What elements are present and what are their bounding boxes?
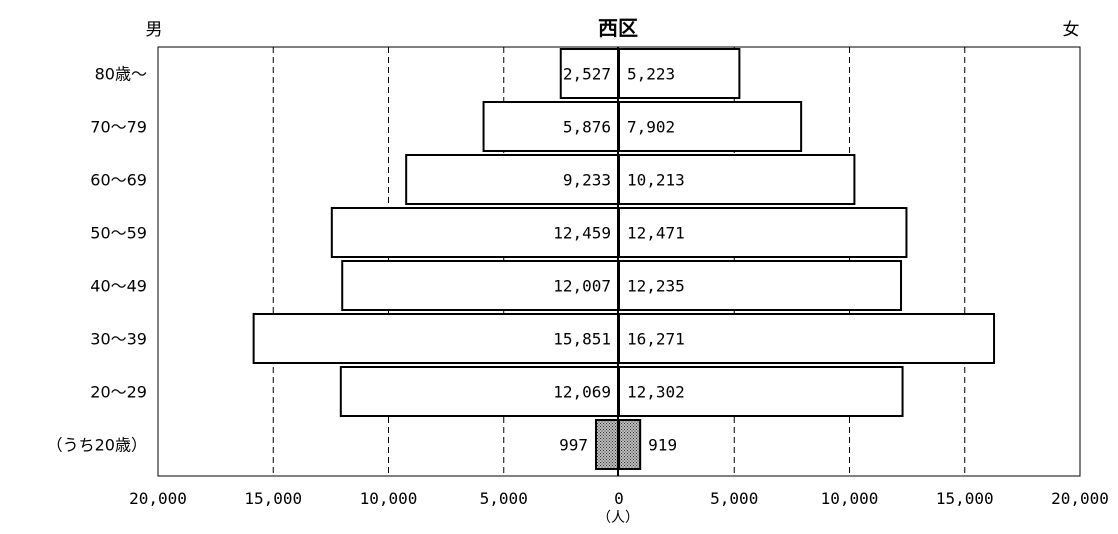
x-tick-label: 15,000 [936, 489, 994, 508]
value-label-female: 10,213 [627, 171, 685, 190]
bar-male [595, 419, 621, 470]
value-label-female: 919 [648, 436, 677, 455]
male-label: 男 [146, 20, 163, 40]
x-tick-label: 5,000 [480, 489, 528, 508]
x-tick-label: 10,000 [821, 489, 879, 508]
bar-female [618, 419, 642, 470]
value-label-female: 16,271 [627, 330, 685, 349]
bar-male [339, 366, 620, 417]
bar-female [618, 48, 741, 99]
category-label: 70～79 [90, 118, 147, 137]
bar-male [341, 260, 620, 311]
category-label: 50～59 [90, 224, 147, 243]
value-label-male: 5,876 [563, 118, 611, 137]
x-tick-label: 0 [614, 489, 624, 508]
value-label-male: 12,459 [553, 224, 611, 243]
category-label: 30～39 [90, 330, 147, 349]
bar-female [618, 260, 903, 311]
x-tick-label: 20,000 [1051, 489, 1109, 508]
chart-title: 西区 [598, 16, 638, 40]
value-label-male: 9,233 [563, 171, 611, 190]
bars-layer [252, 48, 996, 470]
value-label-female: 12,471 [627, 224, 685, 243]
value-label-female: 12,302 [627, 383, 685, 402]
x-tick-label: 20,000 [129, 489, 187, 508]
category-label: 60～69 [90, 171, 147, 190]
x-tick-label: 10,000 [360, 489, 418, 508]
category-label: 80歳～ [95, 65, 147, 84]
category-label: （うち20歳） [47, 436, 147, 455]
category-labels: 80歳～ 70～79 60～69 50～59 40～49 30～39 20～29 （うち20歳… [47, 65, 147, 455]
bar-male [559, 48, 620, 99]
female-label: 女 [1063, 20, 1080, 40]
x-tick-label: 15,000 [244, 489, 302, 508]
value-label-male: 997 [559, 436, 588, 455]
value-label-male: 15,851 [553, 330, 611, 349]
value-label-female: 7,902 [627, 118, 675, 137]
value-label-male: 12,069 [553, 383, 611, 402]
category-label: 20～29 [90, 383, 147, 402]
value-label-female: 12,235 [627, 277, 685, 296]
value-label-male: 2,527 [563, 65, 611, 84]
x-tick-labels: 20,000 15,000 10,000 5,000 0 5,000 10,000 15,00… [129, 489, 1109, 508]
x-tick-label: 5,000 [710, 489, 758, 508]
category-label: 40～49 [90, 277, 147, 296]
value-labels: 2,527 5,223 5,876 7,902 9,233 10,213 12,459 12,… [553, 65, 685, 455]
unit-label: （人） [597, 510, 639, 526]
value-label-female: 5,223 [627, 65, 675, 84]
value-label-male: 12,007 [553, 277, 611, 296]
